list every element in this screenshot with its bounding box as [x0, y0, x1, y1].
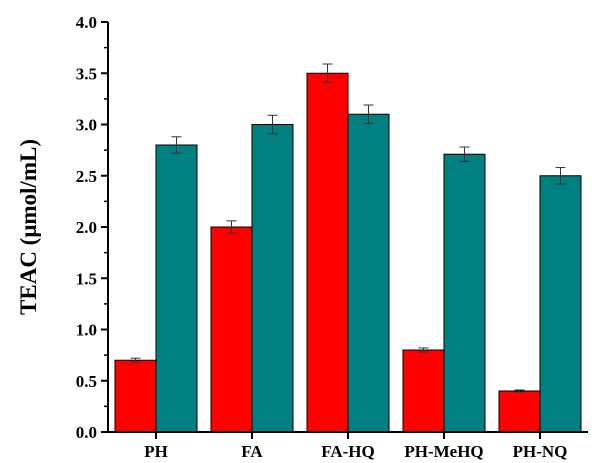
bar	[155, 144, 198, 433]
y-tick-label: 0.5	[76, 372, 97, 391]
bar	[210, 226, 253, 433]
bar	[114, 359, 157, 433]
bar	[539, 175, 582, 433]
y-tick-label: 0.0	[76, 423, 97, 442]
x-tick-label: FA	[241, 442, 263, 461]
bar	[443, 153, 486, 433]
plot-area: 0.0 0.5 1.0 1.5 2.0 2.5 3.0 3.5 4.0 PH FA FA-HQ PH-M…	[76, 13, 582, 461]
y-tick-label: 3.5	[76, 64, 97, 83]
bar	[251, 124, 294, 433]
x-tick-label: PH-NQ	[513, 442, 568, 461]
bar	[347, 113, 390, 433]
x-tick-label: PH-MeHQ	[404, 442, 483, 461]
y-axis-title: TEAC (μmol/mL)	[16, 139, 41, 315]
bar	[402, 349, 445, 433]
y-tick-label: 2.0	[76, 218, 97, 237]
y-tick-label: 1.5	[76, 269, 97, 288]
y-tick-label: 4.0	[76, 13, 97, 32]
x-tick-label: PH	[144, 442, 168, 461]
x-tick-label: FA-HQ	[321, 442, 375, 461]
bar	[306, 72, 349, 433]
y-tick-label: 2.5	[76, 167, 97, 186]
y-tick-label: 1.0	[76, 321, 97, 340]
bar	[498, 390, 541, 433]
y-tick-label: 3.0	[76, 116, 97, 135]
